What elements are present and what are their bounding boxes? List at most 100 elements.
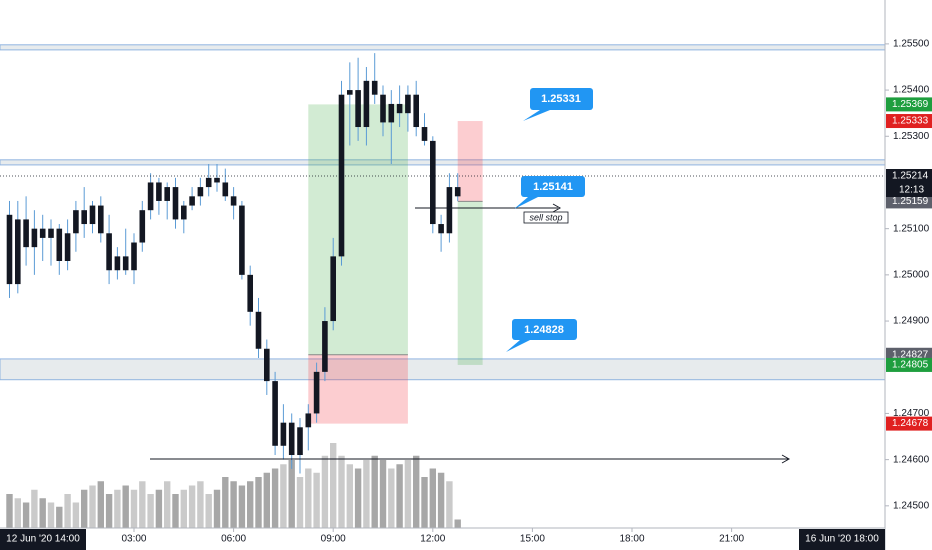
callout: 1.25141: [514, 176, 585, 209]
volume-bar: [14, 498, 21, 528]
zone: [0, 44, 886, 51]
y-tick-label: 1.24900: [893, 316, 930, 327]
volume-bar: [247, 481, 254, 528]
volume-bar: [139, 481, 146, 528]
price-tag: [886, 416, 932, 431]
volume-bar: [89, 485, 96, 528]
volume-bar: [172, 494, 179, 528]
candle-body: [388, 103, 395, 123]
candle-body: [48, 228, 54, 238]
volume-bar: [230, 481, 237, 528]
arrow-head: [781, 454, 791, 464]
volume-bar: [421, 477, 428, 528]
price-tag: [886, 97, 932, 112]
candle-body: [454, 187, 461, 197]
candle-body: [31, 228, 38, 248]
candle-body: [106, 233, 112, 271]
time-axis: [0, 528, 885, 550]
candle-body: [313, 371, 320, 414]
volume-bar: [122, 485, 129, 528]
volume-bar: [188, 485, 196, 528]
candle-body: [156, 182, 162, 201]
volume-bar: [31, 489, 38, 528]
volume-bar: [437, 472, 445, 528]
countdown: 12:13: [899, 185, 924, 196]
candle-body: [39, 228, 46, 238]
x-tick-label: 18:00: [619, 534, 644, 545]
note: sell stop: [529, 212, 562, 222]
candle-body: [247, 274, 254, 312]
candle-body: [347, 90, 353, 95]
x-tick-label: 21:00: [719, 534, 744, 545]
volume-bar: [363, 460, 370, 528]
volume-bar: [80, 489, 88, 528]
price-tag-label: 1.25159: [892, 196, 929, 207]
volume-bar: [446, 481, 453, 528]
candle-body: [73, 210, 79, 234]
x-tick-label: 06:00: [221, 534, 246, 545]
candle-body: [446, 187, 453, 234]
volume-bar: [72, 502, 80, 528]
volume-bar: [255, 477, 262, 528]
y-tick-label: 1.25400: [893, 85, 930, 96]
candle-body: [14, 219, 21, 285]
candle-body: [6, 214, 13, 285]
price-axis: [885, 0, 932, 550]
price-tag-label: 1.24827: [892, 349, 929, 360]
y-tick-label: 1.25500: [893, 39, 930, 50]
candle-body: [180, 205, 187, 220]
volume-bar: [288, 460, 295, 528]
price-tag: [886, 357, 932, 372]
volume-bar: [205, 494, 212, 528]
profit-zone: [457, 201, 483, 365]
volume-bar: [371, 455, 378, 528]
current-price-label: 1.25214: [892, 171, 929, 182]
candle-body: [230, 196, 237, 206]
zone: [0, 159, 886, 166]
callout-text: 1.25141: [533, 181, 573, 193]
x-tick-label: 09:00: [321, 534, 346, 545]
volume-bar: [222, 477, 229, 528]
volume-bar: [22, 502, 30, 528]
candle-body: [371, 80, 378, 95]
arrow-head: [552, 203, 562, 213]
volume-bar: [97, 481, 104, 528]
volume-bar: [429, 468, 437, 528]
candle-body: [147, 182, 154, 211]
end-date: 16 Jun '20 18:00: [805, 534, 879, 545]
zone: [0, 358, 886, 381]
loss-zone: [457, 121, 483, 202]
start-date: 12 Jun '20 14:00: [6, 534, 80, 545]
price-tag-label: 1.24678: [892, 418, 929, 429]
candle-body: [81, 210, 87, 225]
y-tick-label: 1.25300: [893, 131, 930, 142]
price-tag-label: 1.25333: [892, 116, 929, 127]
candle-body: [338, 94, 345, 257]
candle-body: [214, 177, 220, 183]
volume-bar: [155, 489, 163, 528]
volume-bar: [64, 494, 71, 528]
x-tick-label: 03:00: [121, 534, 146, 545]
y-tick-label: 1.24700: [893, 408, 930, 419]
volume-bar: [180, 489, 187, 528]
volume-bar: [454, 519, 461, 528]
volume-bar: [330, 443, 337, 528]
candle-body: [305, 413, 312, 428]
callout-text: 1.24828: [524, 324, 564, 336]
x-tick-label: 15:00: [520, 534, 545, 545]
callout: 1.25331: [523, 88, 593, 121]
candle-body: [255, 311, 262, 349]
current-price-tag: [886, 169, 932, 197]
candle-body: [396, 103, 403, 114]
candle-body: [413, 94, 420, 128]
volume-bar: [130, 489, 138, 528]
y-tick-label: 1.25100: [893, 223, 930, 234]
y-tick-label: 1.24600: [893, 454, 930, 465]
price-tag-label: 1.25369: [892, 99, 929, 110]
candle-body: [297, 427, 303, 456]
candle-body: [23, 219, 29, 248]
callout: 1.24828: [506, 319, 577, 352]
volume-bar: [6, 494, 13, 528]
